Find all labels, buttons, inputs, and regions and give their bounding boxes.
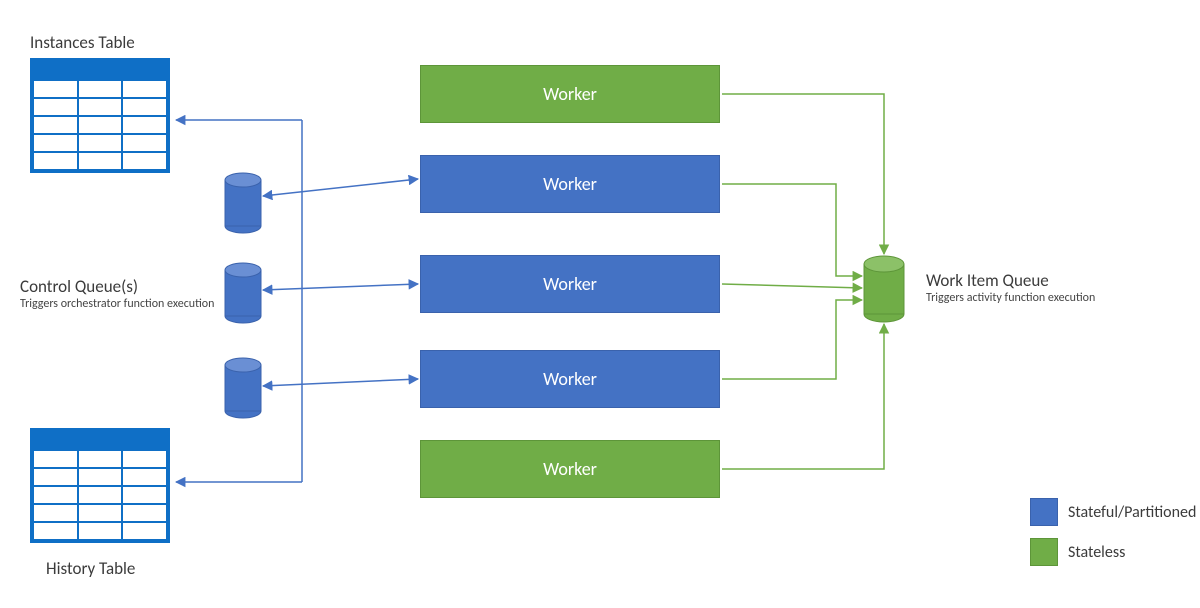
work-item-queue-label: Work Item Queue Triggers activity functi… (926, 270, 1095, 306)
worker-box-0: Worker (420, 65, 720, 123)
instances-table-icon (30, 58, 170, 176)
swatch-green-icon (1030, 538, 1058, 566)
legend-stateful-label: Stateful/Partitioned (1068, 503, 1196, 522)
work-item-queue-title: Work Item Queue (926, 270, 1049, 291)
worker-box-3: Worker (420, 350, 720, 408)
worker-label: Worker (543, 273, 597, 295)
worker-label: Worker (543, 458, 597, 480)
instances-table-label: Instances Table (30, 32, 135, 53)
legend-stateless-label: Stateless (1068, 543, 1125, 562)
swatch-blue-icon (1030, 498, 1058, 526)
worker-box-1: Worker (420, 155, 720, 213)
worker-box-2: Worker (420, 255, 720, 313)
worker-label: Worker (543, 173, 597, 195)
control-queue-title: Control Queue(s) (20, 276, 138, 297)
work-item-connectors (722, 94, 884, 469)
diagram-stage: Instances Table History Table Control Qu… (0, 0, 1200, 608)
history-table-label: History Table (46, 558, 135, 579)
worker-label: Worker (543, 83, 597, 105)
control-worker-arrows (263, 179, 418, 386)
control-queue-subtitle: Triggers orchestrator function execution (20, 297, 214, 312)
history-table-icon (30, 428, 170, 546)
legend-stateless: Stateless (1030, 538, 1125, 566)
worker-label: Worker (543, 368, 597, 390)
legend-stateful: Stateful/Partitioned (1030, 498, 1196, 526)
control-queue-cylinders (225, 173, 261, 418)
worker-box-4: Worker (420, 440, 720, 498)
control-queue-label: Control Queue(s) Triggers orchestrator f… (20, 276, 214, 312)
work-item-queue-subtitle: Triggers activity function execution (926, 291, 1095, 306)
work-item-cylinder (864, 256, 904, 322)
